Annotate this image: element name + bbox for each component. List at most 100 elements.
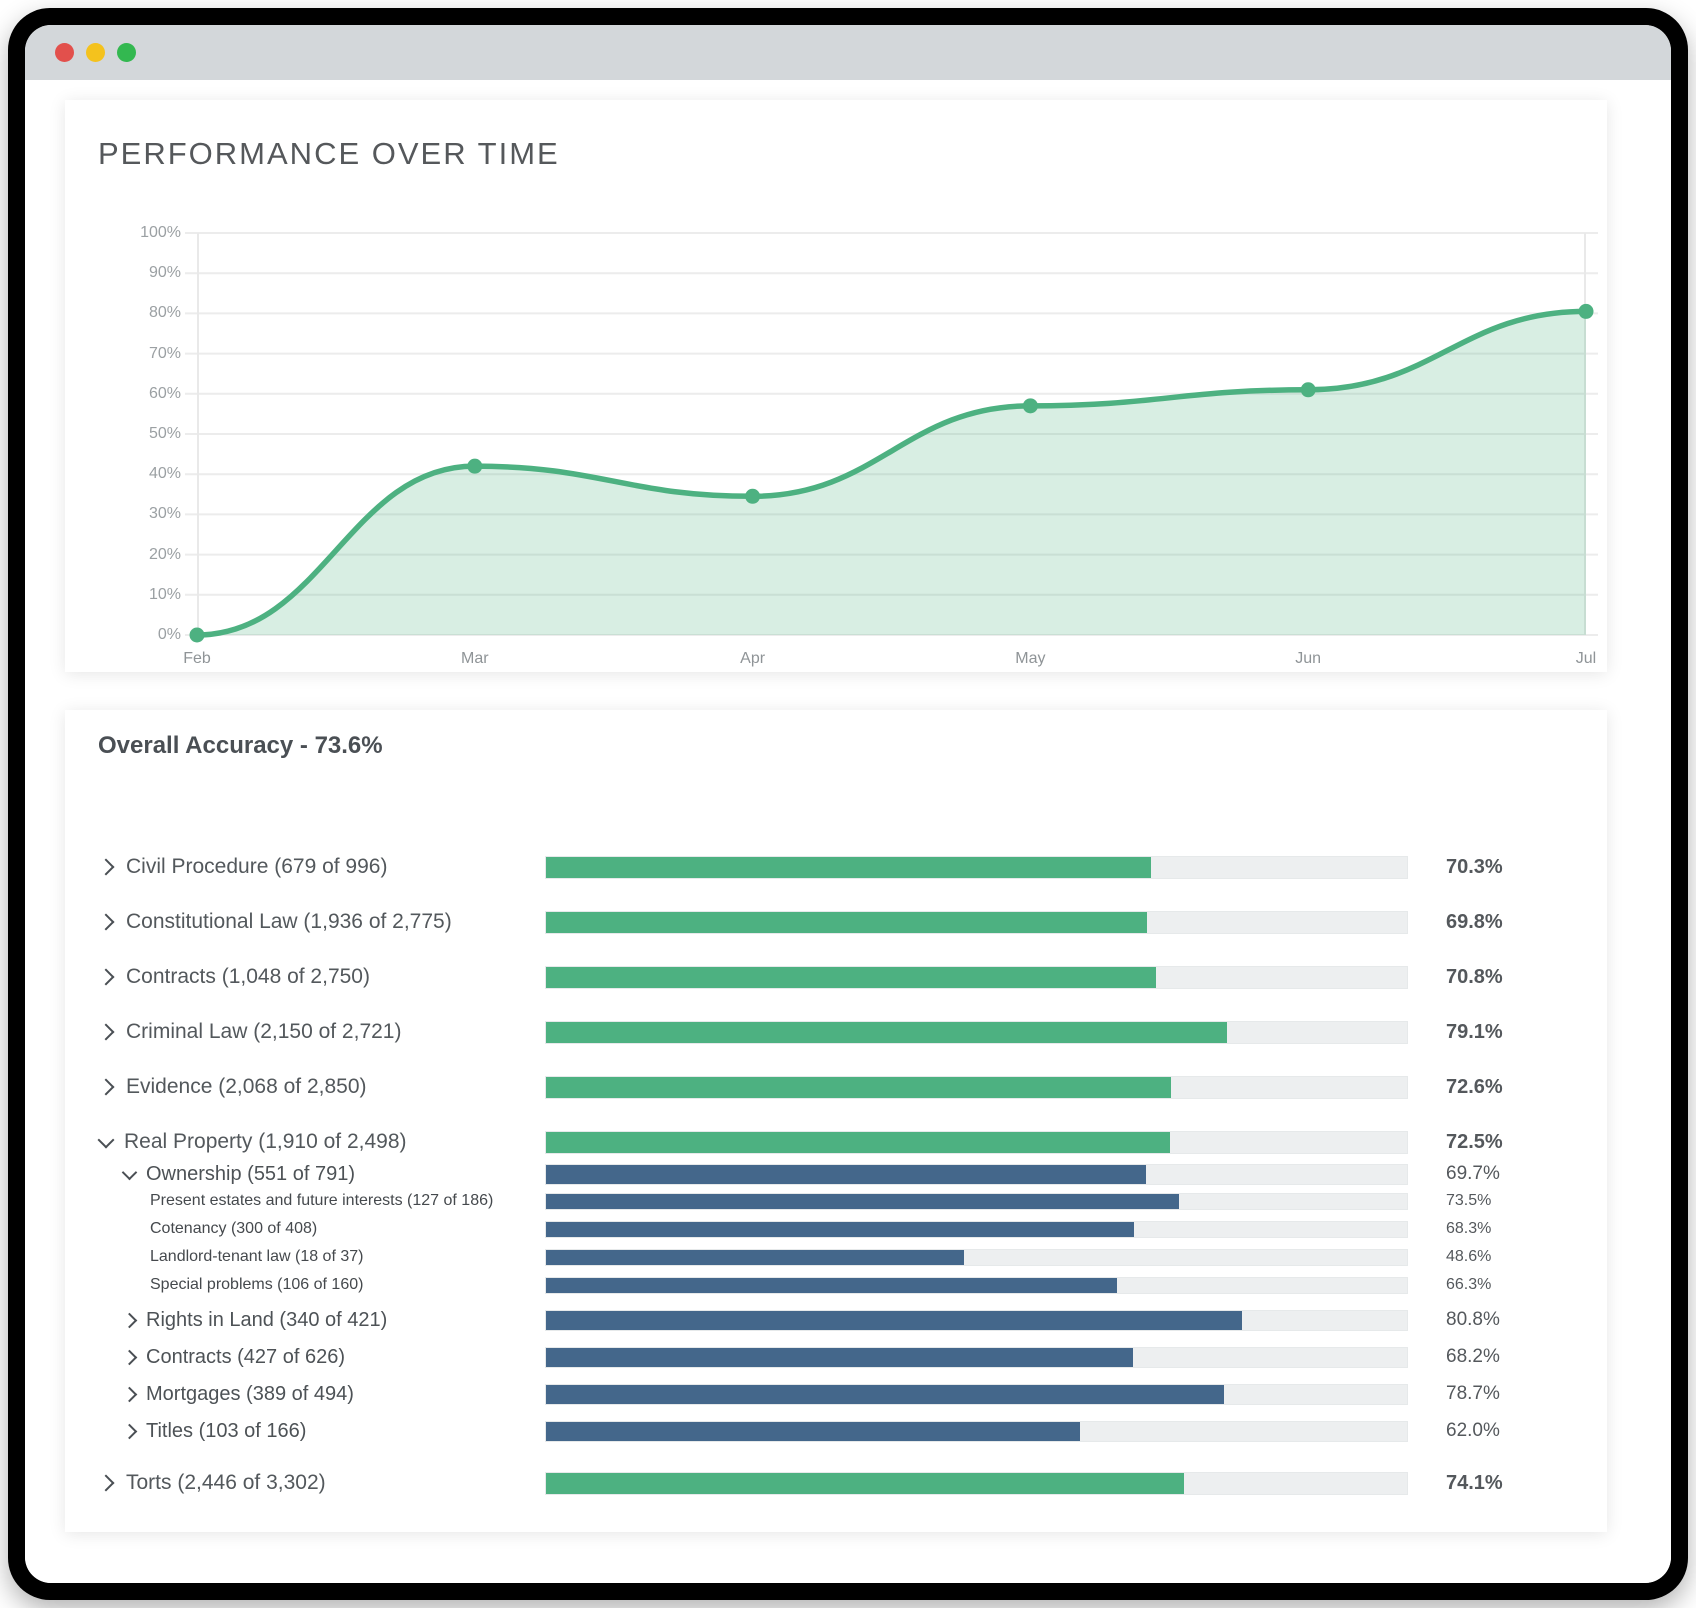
accuracy-row[interactable]: Ownership (551 of 791) 69.7% xyxy=(98,1162,1607,1186)
accuracy-title: Overall Accuracy - 73.6% xyxy=(98,732,383,759)
progress-bar-track xyxy=(545,1192,1408,1210)
progress-bar-fill xyxy=(546,1421,1080,1441)
progress-bar-fill xyxy=(546,966,1156,988)
area-chart-svg xyxy=(185,232,1598,643)
progress-bar-track xyxy=(545,1075,1408,1099)
accuracy-row[interactable]: Real Property (1,910 of 2,498) 72.5% xyxy=(97,1129,1607,1155)
accuracy-rows: Civil Procedure (679 of 996) 70.3% Constit… xyxy=(97,854,1607,1496)
minimize-button[interactable] xyxy=(86,43,105,62)
progress-bar-track xyxy=(545,1248,1408,1266)
topic-label: Ownership (551 of 791) xyxy=(146,1162,356,1185)
topic-label: Contracts (1,048 of 2,750) xyxy=(126,965,370,988)
accuracy-row[interactable]: Landlord-tenant law (18 of 37) 48.6% xyxy=(98,1247,1607,1267)
topic-label: Cotenancy (300 of 408) xyxy=(150,1220,318,1237)
topic-label-group: Contracts (1,048 of 2,750) xyxy=(97,965,545,989)
accuracy-row[interactable]: Rights in Land (340 of 421) 80.8% xyxy=(98,1308,1607,1332)
progress-bar-fill xyxy=(546,1472,1184,1494)
accuracy-percentage: 70.3% xyxy=(1446,855,1503,878)
progress-bar-track xyxy=(545,1220,1408,1238)
topic-label-group: Mortgages (389 of 494) xyxy=(98,1383,545,1406)
chevron-right-icon[interactable] xyxy=(121,1349,138,1365)
y-axis-tick-label: 60% xyxy=(148,384,181,402)
data-point-marker[interactable] xyxy=(189,627,205,643)
topic-label: Torts (2,446 of 3,302) xyxy=(126,1471,326,1494)
chevron-right-icon[interactable] xyxy=(97,1078,115,1096)
topic-label-group: Criminal Law (2,150 of 2,721) xyxy=(97,1020,545,1044)
chevron-right-icon[interactable] xyxy=(121,1386,138,1402)
accuracy-row[interactable]: Criminal Law (2,150 of 2,721) 79.1% xyxy=(97,1019,1607,1045)
accuracy-percentage: 74.1% xyxy=(1446,1471,1503,1494)
accuracy-row[interactable]: Cotenancy (300 of 408) 68.3% xyxy=(98,1219,1607,1239)
y-axis-tick-label: 90% xyxy=(148,264,181,282)
progress-bar-fill xyxy=(546,1193,1179,1209)
chevron-down-icon[interactable] xyxy=(97,1131,115,1149)
progress-bar-track xyxy=(545,1346,1408,1368)
progress-bar-track xyxy=(545,965,1408,989)
accuracy-row[interactable]: Mortgages (389 of 494) 78.7% xyxy=(98,1382,1607,1406)
page-content: PERFORMANCE OVER TIME 0% 10% 20% 30% 40% 50% 6… xyxy=(25,80,1671,1583)
x-axis-tick-label: Feb xyxy=(183,650,211,667)
chevron-right-icon[interactable] xyxy=(121,1312,138,1328)
app-window: PERFORMANCE OVER TIME 0% 10% 20% 30% 40% 50% 6… xyxy=(25,25,1671,1583)
progress-bar-fill xyxy=(546,1021,1228,1043)
accuracy-row[interactable]: Titles (103 of 166) 62.0% xyxy=(98,1419,1607,1443)
topic-label: Criminal Law (2,150 of 2,721) xyxy=(126,1020,402,1043)
accuracy-percentage: 69.7% xyxy=(1446,1163,1500,1184)
topic-label-group: Rights in Land (340 of 421) xyxy=(98,1309,545,1332)
accuracy-percentage: 68.3% xyxy=(1446,1220,1492,1237)
progress-bar-track xyxy=(545,910,1408,934)
data-point-marker[interactable] xyxy=(745,488,761,504)
accuracy-row[interactable]: Constitutional Law (1,936 of 2,775) 69.8% xyxy=(97,909,1607,935)
chevron-right-icon[interactable] xyxy=(97,1023,115,1041)
progress-bar-track xyxy=(545,1309,1408,1331)
chevron-right-icon[interactable] xyxy=(97,858,115,876)
accuracy-row[interactable]: Contracts (427 of 626) 68.2% xyxy=(98,1345,1607,1369)
chevron-right-icon[interactable] xyxy=(121,1423,138,1439)
topic-label-group: Landlord-tenant law (18 of 37) xyxy=(98,1248,545,1266)
topic-label: Contracts (427 of 626) xyxy=(146,1345,345,1368)
chevron-right-icon[interactable] xyxy=(97,1474,115,1492)
progress-bar-track xyxy=(545,1471,1408,1495)
accuracy-percentage: 78.7% xyxy=(1446,1383,1500,1404)
progress-bar-track xyxy=(545,1276,1408,1294)
accuracy-percentage: 68.2% xyxy=(1446,1346,1500,1367)
data-point-marker[interactable] xyxy=(467,458,483,474)
topic-label-group: Cotenancy (300 of 408) xyxy=(98,1220,545,1238)
progress-bar-fill xyxy=(546,1384,1224,1404)
topic-label: Landlord-tenant law (18 of 37) xyxy=(150,1248,364,1265)
close-button[interactable] xyxy=(55,43,74,62)
progress-bar-fill xyxy=(546,1076,1172,1098)
chevron-right-icon[interactable] xyxy=(97,968,115,986)
chart-plot-area: Feb Mar Apr May Jun Jul xyxy=(183,232,1598,667)
accuracy-percentage: 80.8% xyxy=(1446,1309,1500,1330)
accuracy-percentage: 79.1% xyxy=(1446,1020,1503,1043)
y-axis-tick-label: 80% xyxy=(148,304,181,322)
accuracy-percentage: 70.8% xyxy=(1446,965,1503,988)
performance-card: PERFORMANCE OVER TIME 0% 10% 20% 30% 40% 50% 6… xyxy=(65,100,1607,672)
topic-label-group: Civil Procedure (679 of 996) xyxy=(97,855,545,879)
y-axis-tick-label: 40% xyxy=(148,465,181,483)
data-point-marker[interactable] xyxy=(1022,398,1038,414)
y-axis-tick-label: 100% xyxy=(140,224,181,241)
y-axis-tick-label: 50% xyxy=(148,425,181,442)
data-point-marker[interactable] xyxy=(1578,303,1594,319)
device-frame: PERFORMANCE OVER TIME 0% 10% 20% 30% 40% 50% 6… xyxy=(8,8,1688,1600)
chevron-right-icon[interactable] xyxy=(97,913,115,931)
accuracy-row[interactable]: Evidence (2,068 of 2,850) 72.6% xyxy=(97,1074,1607,1100)
accuracy-row[interactable]: Torts (2,446 of 3,302) 74.1% xyxy=(97,1470,1607,1496)
accuracy-row[interactable]: Special problems (106 of 160) 66.3% xyxy=(98,1275,1607,1295)
accuracy-row[interactable]: Present estates and future interests (12… xyxy=(98,1191,1607,1211)
x-axis-tick-label: May xyxy=(1015,650,1046,667)
performance-title: PERFORMANCE OVER TIME xyxy=(98,136,560,171)
progress-bar-fill xyxy=(546,1221,1135,1237)
chevron-down-icon[interactable] xyxy=(121,1164,138,1180)
topic-label-group: Contracts (427 of 626) xyxy=(98,1346,545,1369)
accuracy-percentage: 73.5% xyxy=(1446,1192,1492,1209)
zoom-button[interactable] xyxy=(117,43,136,62)
progress-bar-track xyxy=(545,1420,1408,1442)
y-axis-tick-label: 30% xyxy=(148,505,181,523)
accuracy-row[interactable]: Civil Procedure (679 of 996) 70.3% xyxy=(97,854,1607,880)
window-titlebar xyxy=(25,25,1671,80)
accuracy-row[interactable]: Contracts (1,048 of 2,750) 70.8% xyxy=(97,964,1607,990)
data-point-marker[interactable] xyxy=(1300,382,1316,398)
